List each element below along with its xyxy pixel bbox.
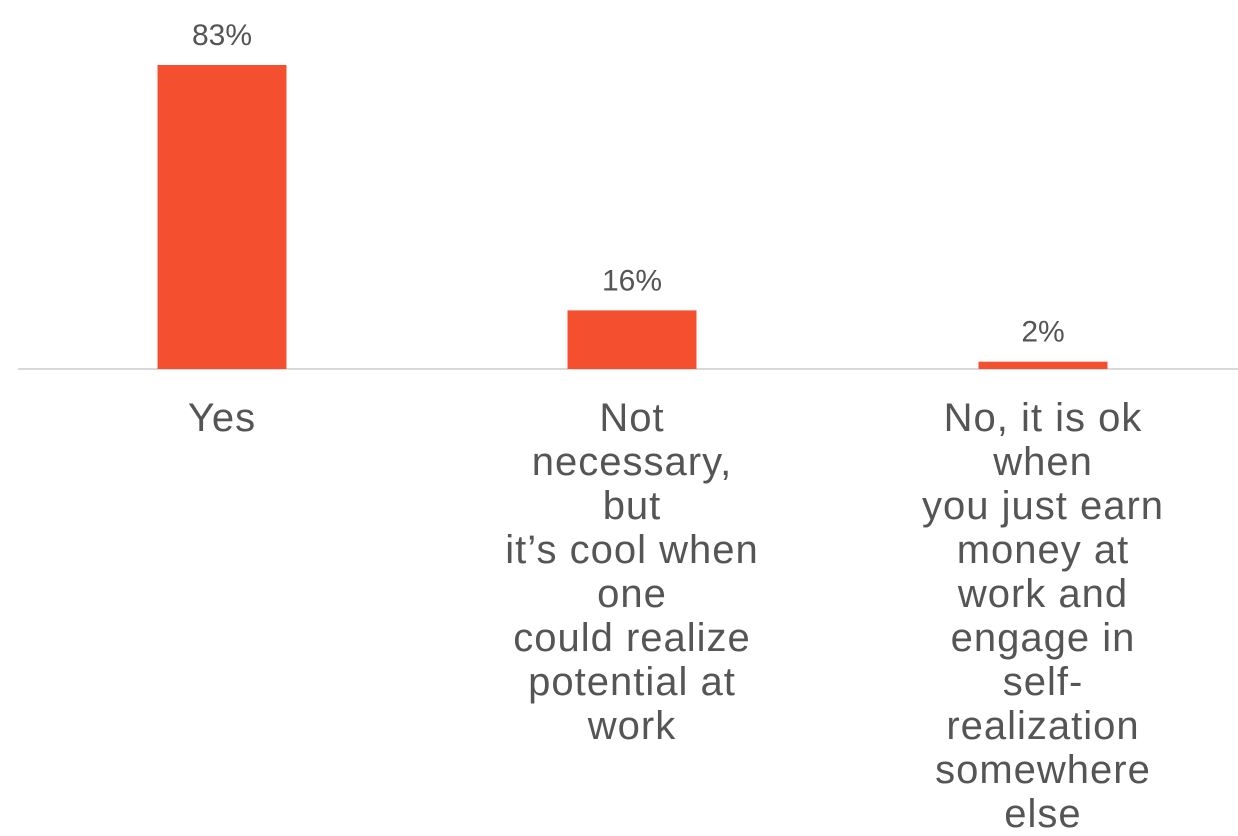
data-label: 83% xyxy=(192,19,252,52)
bar xyxy=(567,310,697,369)
data-label: 16% xyxy=(602,264,662,297)
bar-chart: 83% 16% 2% xyxy=(18,19,1238,370)
chart-container: 83% 16% 2% Yes Not necessary, but it’s coo… xyxy=(18,19,1238,836)
data-labels-group: 83% 16% 2% xyxy=(192,19,1065,349)
bar xyxy=(978,361,1108,369)
bars-group xyxy=(157,65,1108,369)
category-label-yes: Yes xyxy=(187,396,257,440)
category-label-no: No, it is ok when you just earn money at… xyxy=(921,396,1165,836)
data-label: 2% xyxy=(1021,316,1064,349)
category-label-not-necessary: Not necessary, but it’s cool when one co… xyxy=(505,396,759,748)
bar xyxy=(157,65,287,369)
